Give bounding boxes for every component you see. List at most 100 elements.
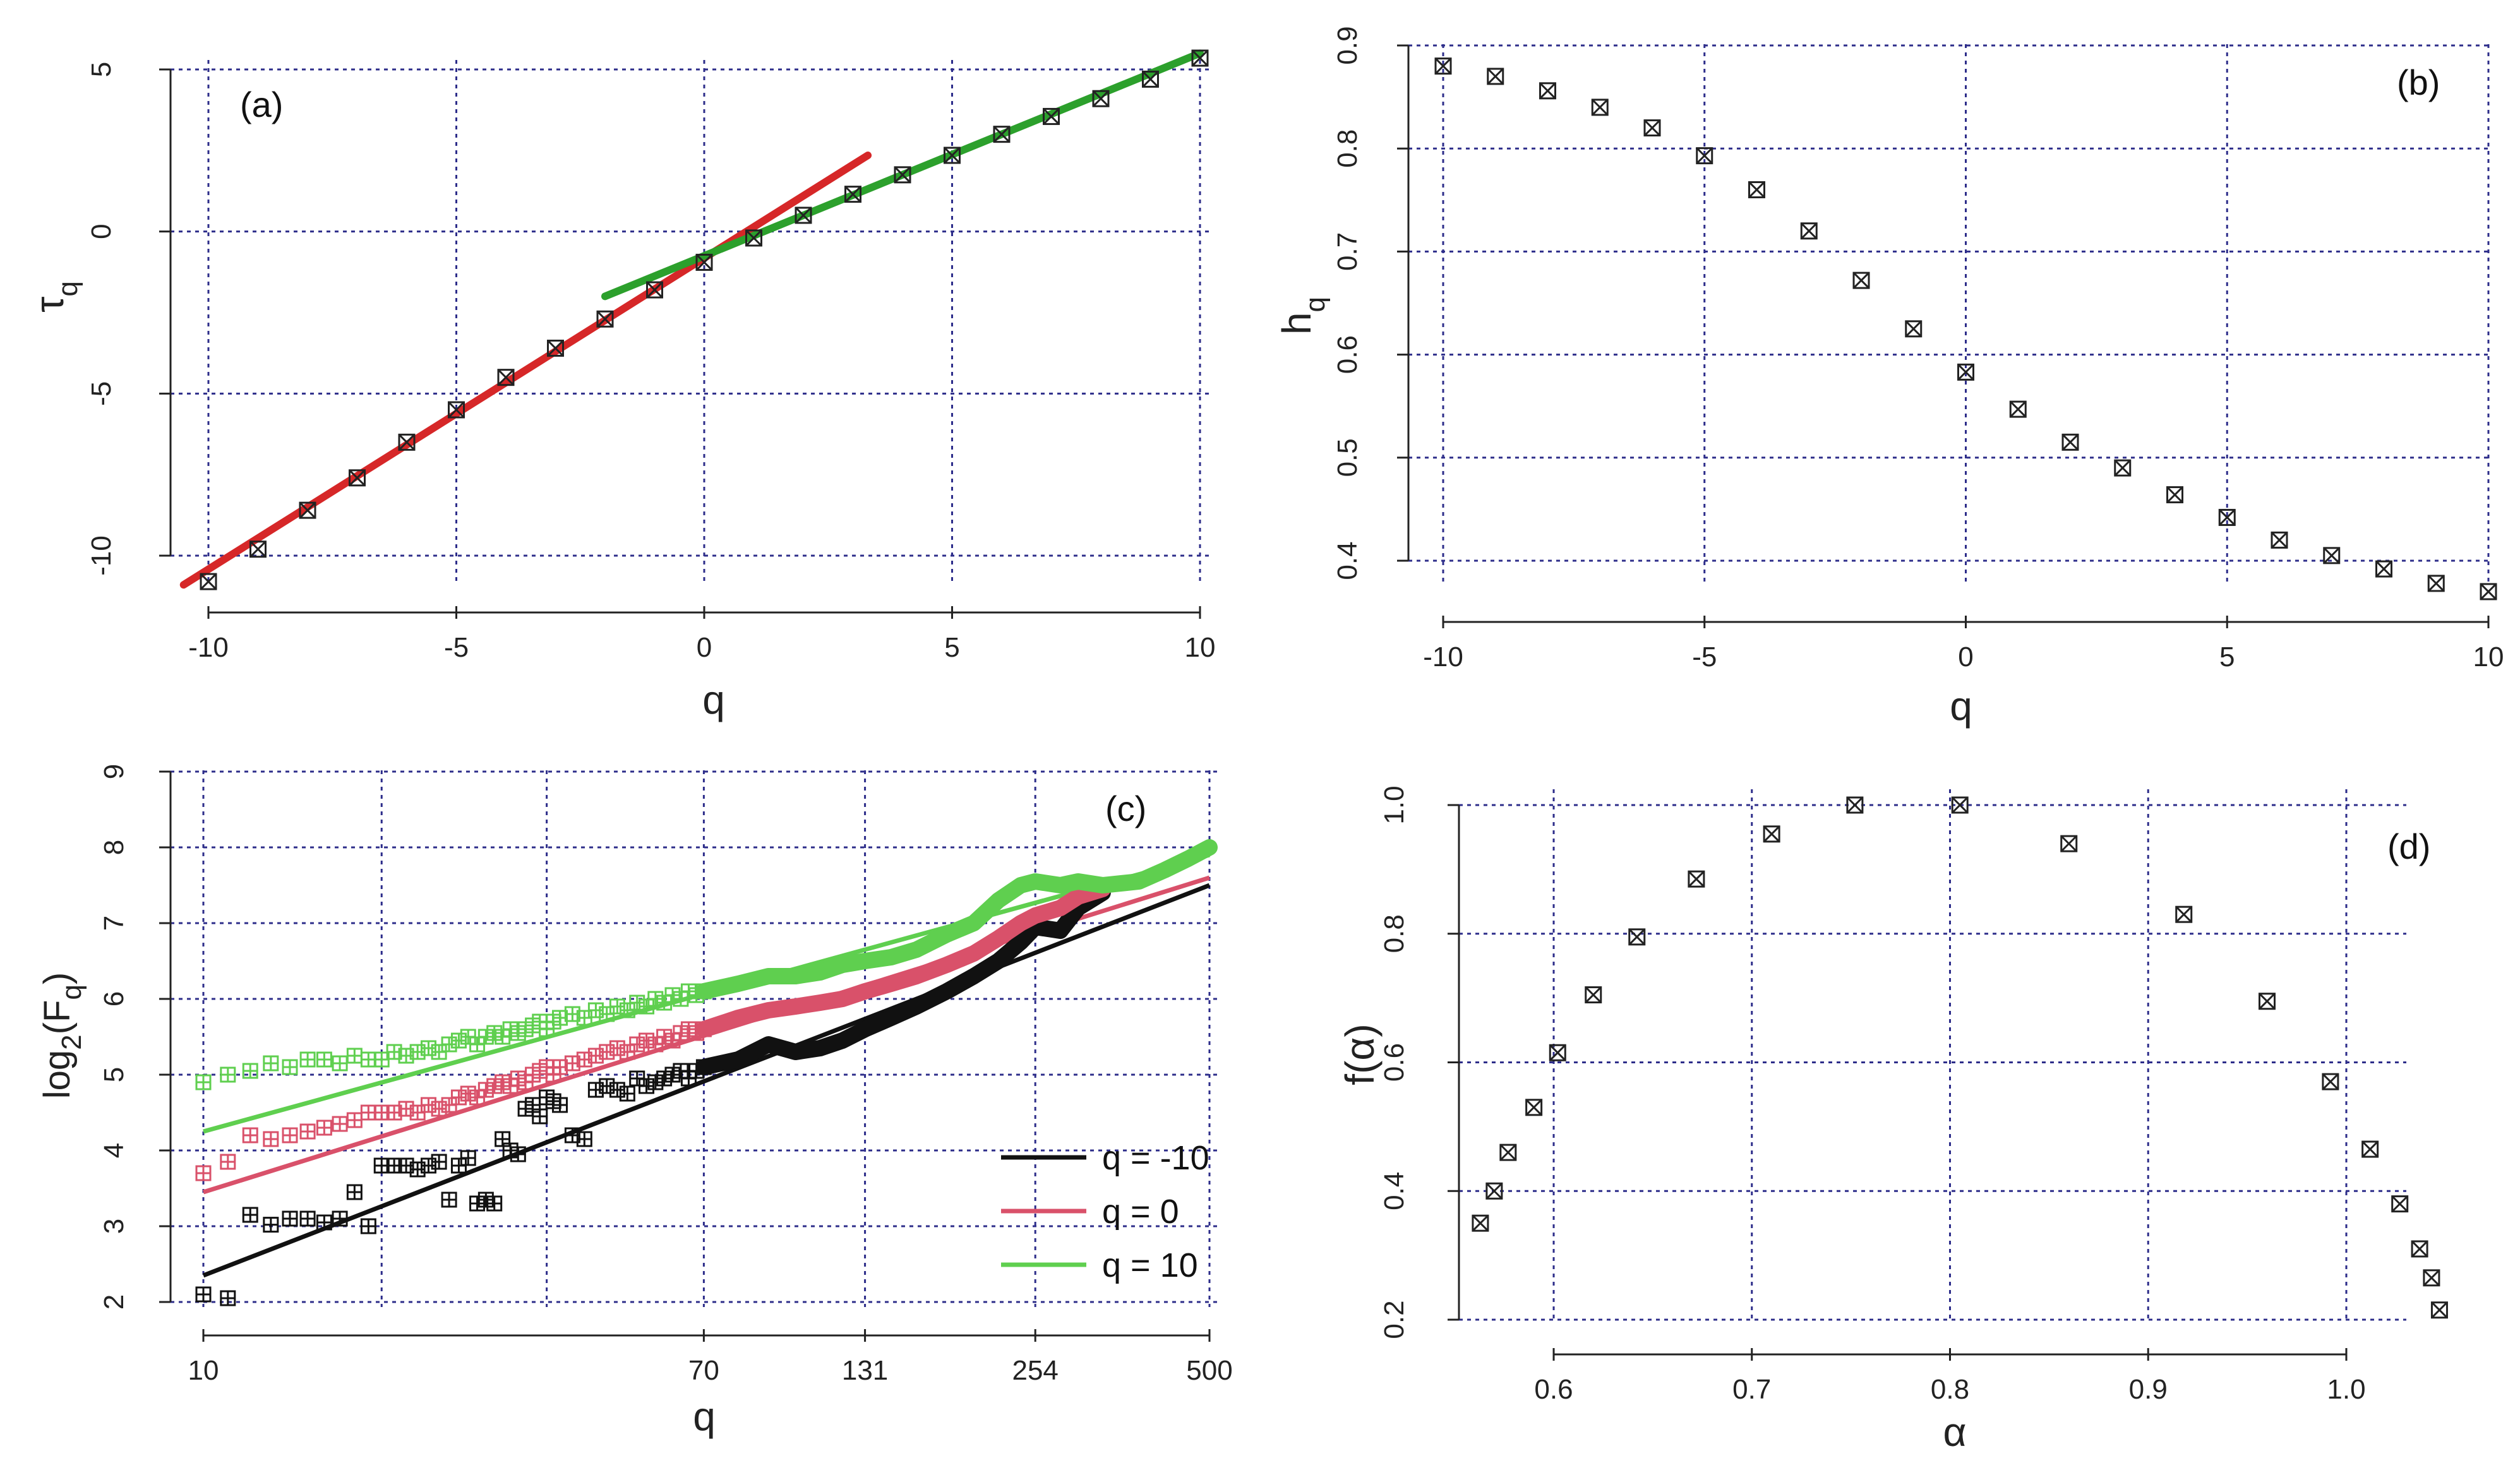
data-point xyxy=(639,1078,655,1094)
data-point xyxy=(200,573,217,590)
data-point xyxy=(2061,433,2079,451)
data-point xyxy=(349,469,366,487)
data-point xyxy=(249,540,267,558)
data-point xyxy=(1434,57,1452,75)
ytick-label: -5 xyxy=(86,381,117,406)
data-point xyxy=(1591,99,1609,116)
data-point xyxy=(420,1097,436,1113)
data-point xyxy=(1585,986,1602,1004)
panel-b-marks xyxy=(1434,57,2497,600)
data-point xyxy=(552,1097,568,1113)
data-point xyxy=(844,186,861,203)
data-point xyxy=(2361,1140,2379,1158)
data-point xyxy=(2375,560,2392,578)
data-point xyxy=(316,1214,332,1231)
data-point xyxy=(282,1210,298,1227)
data-point xyxy=(552,1010,568,1026)
ytick-label: 7 xyxy=(99,916,129,931)
ytick-label: 8 xyxy=(99,840,129,855)
panel-d-grid xyxy=(1459,789,2406,1323)
panel-c-ylabel-rest: (F xyxy=(37,1000,78,1035)
data-point xyxy=(398,1157,414,1174)
ytick-label: 0.7 xyxy=(1332,232,1363,271)
data-point xyxy=(695,253,713,271)
data-point xyxy=(1951,796,1969,814)
ytick-label: 5 xyxy=(99,1067,129,1082)
data-point xyxy=(647,1074,664,1090)
panel-b-axes: -10 -5 0 5 10 0.4 0.5 0.6 0.7 0.8 0.9 xyxy=(1332,26,2504,672)
legend-label-q-0: q = 0 xyxy=(1102,1193,1179,1231)
data-point xyxy=(195,1165,212,1181)
data-point xyxy=(282,1059,298,1075)
data-point xyxy=(1043,107,1060,125)
data-point xyxy=(316,1051,332,1068)
data-point xyxy=(299,1210,316,1227)
data-point xyxy=(1643,119,1661,137)
ytick-label: -10 xyxy=(86,535,117,576)
panel-b-xlabel: q xyxy=(1950,683,1972,729)
panel-c-grid xyxy=(171,770,1219,1307)
data-point xyxy=(2411,1240,2428,1258)
data-point xyxy=(360,1218,376,1234)
panel-c-label: (c) xyxy=(1105,789,1146,828)
ytick-label: 0.4 xyxy=(1332,541,1363,580)
data-point xyxy=(299,1051,316,1068)
data-point xyxy=(1092,90,1110,107)
data-point xyxy=(195,1074,212,1090)
panel-c-marks xyxy=(195,839,1218,1306)
data-point xyxy=(346,1184,363,1200)
xtick-label: 5 xyxy=(2219,642,2235,672)
data-point xyxy=(1142,70,1159,88)
data-point xyxy=(332,1210,348,1227)
data-point xyxy=(441,1191,457,1208)
data-point xyxy=(2322,1073,2339,1090)
panel-b-ylabel-sub: q xyxy=(1300,297,1331,312)
panel-d-f-vs-alpha: 0.6 0.7 0.8 0.9 1.0 0.2 0.4 0.6 0.8 1.0 (d) α f(α… xyxy=(1337,785,2448,1455)
data-point xyxy=(495,1131,511,1147)
data-point xyxy=(646,281,663,299)
data-point xyxy=(552,1059,568,1075)
panel-b-h-vs-q: -10 -5 0 5 100.40.50.60.70.80.9 (b) q hq xyxy=(1274,26,2504,729)
data-point xyxy=(629,994,645,1011)
data-point xyxy=(944,146,961,164)
data-point xyxy=(486,1078,503,1094)
data-point xyxy=(460,1085,476,1102)
data-point xyxy=(450,1089,467,1106)
data-point xyxy=(242,1063,258,1079)
data-point xyxy=(795,206,812,224)
xtick-label: 0.8 xyxy=(1931,1374,1969,1405)
data-point xyxy=(448,401,465,419)
data-point xyxy=(1628,928,1646,946)
panel-b-ylabel: hq xyxy=(1274,297,1331,335)
data-point xyxy=(587,1002,604,1018)
data-point xyxy=(664,987,681,1003)
panel-a-marks xyxy=(179,49,1209,590)
data-point xyxy=(2480,583,2497,600)
panel-a-axes: -10 -5 0 5 10 -10 -5 0 5 xyxy=(86,62,1215,663)
ytick-label: 1.0 xyxy=(1379,785,1410,824)
data-point xyxy=(1472,1214,1489,1232)
svg-text:hq: hq xyxy=(1274,297,1331,335)
data-point xyxy=(332,1055,348,1072)
data-point xyxy=(629,1036,645,1053)
panel-b-ylabel-main: h xyxy=(1274,312,1319,335)
data-point xyxy=(664,1066,681,1083)
data-point xyxy=(609,998,625,1015)
data-point xyxy=(2009,400,2027,418)
data-point xyxy=(460,1150,476,1166)
xtick-label: 131 xyxy=(842,1355,888,1386)
xtick-label: 500 xyxy=(1186,1355,1232,1386)
data-point xyxy=(547,339,564,357)
data-point xyxy=(477,1191,494,1208)
panel-a-ylabel-sub: q xyxy=(52,281,83,296)
data-point xyxy=(2259,993,2276,1010)
data-point xyxy=(1846,796,1864,814)
data-point xyxy=(299,501,316,519)
xtick-label: 0 xyxy=(1958,642,1973,672)
data-point xyxy=(596,310,614,328)
legend-label-q-10: q = 10 xyxy=(1102,1246,1198,1284)
panel-c-ylabel-main: log xyxy=(37,1050,78,1099)
data-point xyxy=(1748,181,1765,198)
svg-text:log2(Fq): log2(Fq) xyxy=(37,972,87,1099)
xtick-label: -5 xyxy=(1692,642,1717,672)
